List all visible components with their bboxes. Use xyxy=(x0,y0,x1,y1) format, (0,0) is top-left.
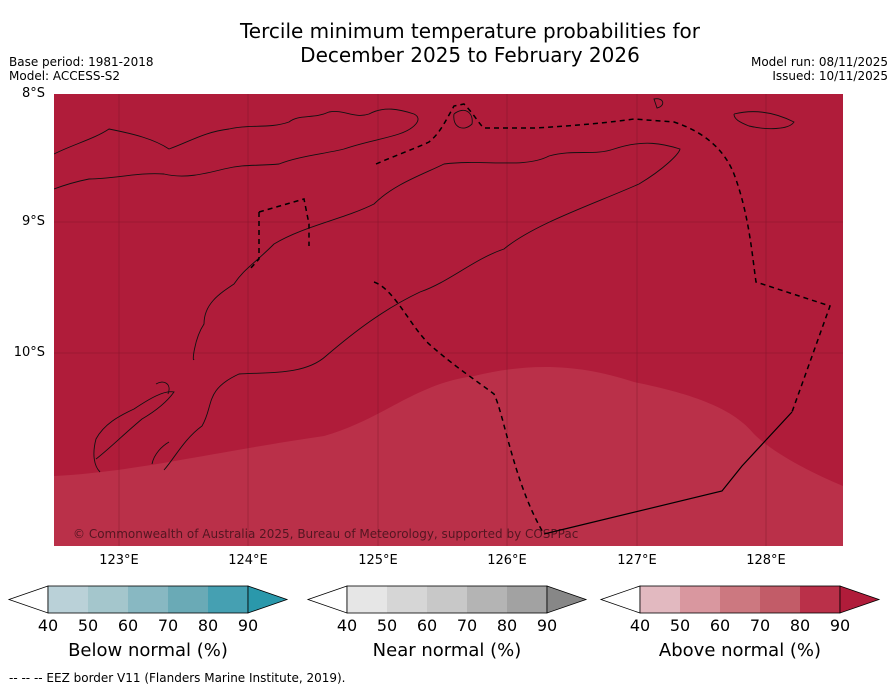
tick: 40 xyxy=(37,616,59,635)
base-period: Base period: 1981-2018 xyxy=(9,55,154,69)
colorbar-segment xyxy=(427,586,467,613)
model-name: Model: ACCESS-S2 xyxy=(9,69,121,83)
colorbar-segment xyxy=(168,586,208,613)
colorbar-segment xyxy=(48,586,88,613)
colorbar-segment xyxy=(507,586,547,613)
eez-legend-footer: -- -- -- EEZ border V11 (Flanders Marine… xyxy=(9,671,346,685)
map-title: Tercile minimum temperature probabilitie… xyxy=(0,19,896,67)
colorbar-segment xyxy=(760,586,800,613)
colorbar-extend-high xyxy=(839,585,881,614)
colorbar-segment xyxy=(347,586,387,613)
tick: 70 xyxy=(456,616,478,635)
tick: 70 xyxy=(749,616,771,635)
colorbar-segment xyxy=(88,586,128,613)
eez-border-south xyxy=(373,281,545,535)
colorbar-near-normal xyxy=(306,585,588,614)
tick: 50 xyxy=(77,616,99,635)
colorbar-extend-low xyxy=(599,585,641,614)
tick: 80 xyxy=(496,616,518,635)
tick: 60 xyxy=(416,616,438,635)
southwest-islands-outline xyxy=(93,381,175,473)
title-line-1: Tercile minimum temperature probabilitie… xyxy=(239,19,701,43)
colorbar-segment xyxy=(467,586,507,613)
lon-label-123e: 123°E xyxy=(99,553,139,568)
lon-label-125e: 125°E xyxy=(358,553,398,568)
colorbar-extend-low xyxy=(7,585,49,614)
colorbars xyxy=(7,585,881,614)
colorbar-extend-high xyxy=(247,585,289,614)
copyright-notice: © Commonwealth of Australia 2025, Bureau… xyxy=(73,527,579,541)
eez-border-oecusse xyxy=(258,198,310,246)
colorbar-segment xyxy=(640,586,680,613)
colorbar-segment xyxy=(800,586,840,613)
probability-map xyxy=(54,94,843,546)
title-line-2: December 2025 to February 2026 xyxy=(300,43,640,67)
lon-label-127e: 127°E xyxy=(617,553,657,568)
colorbar-below-normal xyxy=(7,585,289,614)
tick: 70 xyxy=(157,616,179,635)
timor-island-outline xyxy=(151,142,681,471)
lon-label-124e: 124°E xyxy=(228,553,268,568)
tick: 60 xyxy=(709,616,731,635)
tick: 90 xyxy=(829,616,851,635)
tick: 50 xyxy=(669,616,691,635)
meta-left: Base period: 1981-2018 Model: ACCESS-S2 xyxy=(9,55,154,83)
colorbar-segment xyxy=(720,586,760,613)
graticule xyxy=(54,94,843,546)
eez-border-east xyxy=(375,103,831,413)
tick: 80 xyxy=(197,616,219,635)
lon-label-126e: 126°E xyxy=(487,553,527,568)
colorbar-extend-low xyxy=(306,585,348,614)
tick: 50 xyxy=(376,616,398,635)
tick: 60 xyxy=(117,616,139,635)
tick: 90 xyxy=(536,616,558,635)
lon-label-128e: 128°E xyxy=(746,553,786,568)
tick: 80 xyxy=(789,616,811,635)
eez-border-solid xyxy=(543,411,793,535)
lat-label-8s: 8°S xyxy=(21,86,45,101)
tick: 40 xyxy=(629,616,651,635)
colorbar-segment xyxy=(387,586,427,613)
eez-borders xyxy=(249,103,831,535)
lat-label-10s: 10°S xyxy=(13,345,45,360)
coastlines xyxy=(54,98,795,473)
colorbar-segment xyxy=(208,586,248,613)
colorbar-extend-high xyxy=(546,585,588,614)
northern-islands-outline xyxy=(54,98,795,190)
lat-label-9s: 9°S xyxy=(21,214,45,229)
colorbar-segment xyxy=(680,586,720,613)
eez-border-west xyxy=(249,212,260,270)
above-80-region xyxy=(54,366,843,546)
colorbar-above-normal xyxy=(599,585,881,614)
tick: 40 xyxy=(336,616,358,635)
issued-date: Issued: 10/11/2025 xyxy=(772,69,888,83)
colorbar-title-above: Above normal (%) xyxy=(658,640,822,661)
colorbar-title-near: Near normal (%) xyxy=(372,640,522,661)
meta-right: Model run: 08/11/2025 Issued: 10/11/2025 xyxy=(751,55,888,83)
colorbar-title-below: Below normal (%) xyxy=(68,640,228,661)
colorbar-segment xyxy=(128,586,168,613)
tick: 90 xyxy=(237,616,259,635)
model-run: Model run: 08/11/2025 xyxy=(750,55,888,69)
